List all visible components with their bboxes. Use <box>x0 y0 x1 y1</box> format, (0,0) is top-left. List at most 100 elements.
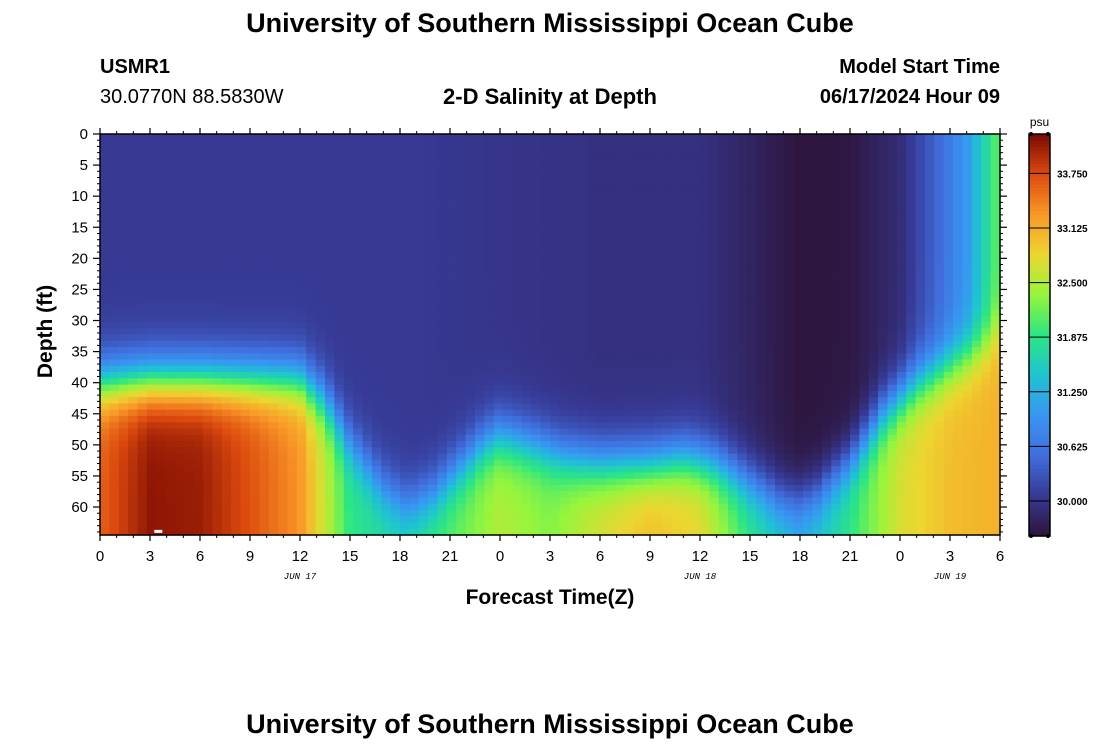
heatmap-cell <box>240 484 251 492</box>
heatmap-cell <box>165 321 176 329</box>
heatmap-cell <box>128 497 139 505</box>
heatmap-cell <box>484 309 495 317</box>
heatmap-cell <box>550 303 560 311</box>
heatmap-cell <box>137 315 148 323</box>
heatmap-cell <box>118 315 129 323</box>
heatmap-cell <box>521 296 532 304</box>
heatmap-cell <box>128 466 139 473</box>
heatmap-cell <box>418 284 429 292</box>
heatmap-cell <box>428 472 439 480</box>
heatmap-cell <box>756 372 767 379</box>
heatmap-cell <box>587 522 598 530</box>
heatmap-cell <box>700 190 710 198</box>
heatmap-cell <box>606 334 617 342</box>
heatmap-cell <box>475 202 485 210</box>
heatmap-cell <box>268 347 279 354</box>
heatmap-cell <box>334 359 345 367</box>
heatmap-cell <box>681 221 692 229</box>
heatmap-cell <box>700 215 710 223</box>
heatmap-cell <box>390 434 401 442</box>
heatmap-cell <box>634 397 645 405</box>
heatmap-cell <box>437 152 448 160</box>
heatmap-cell <box>728 434 739 442</box>
heatmap-cell <box>606 347 617 354</box>
heatmap-cell <box>596 309 607 317</box>
heatmap-cell <box>568 296 579 304</box>
heatmap-cell <box>212 152 223 160</box>
heatmap-cell <box>690 359 701 367</box>
heatmap-cell <box>756 177 767 185</box>
heatmap-cell <box>793 278 804 285</box>
heatmap-cell <box>718 202 729 210</box>
heatmap-cell <box>409 415 420 423</box>
heatmap-cell <box>165 284 176 292</box>
heatmap-cell <box>671 177 682 185</box>
heatmap-cell <box>100 415 110 423</box>
heatmap-cell <box>240 478 251 486</box>
heatmap-cell <box>437 303 448 311</box>
heatmap-cell <box>109 315 120 323</box>
heatmap-cell <box>165 328 176 336</box>
heatmap-cell <box>240 152 251 160</box>
heatmap-cell <box>156 441 167 448</box>
heatmap-cell <box>587 340 598 348</box>
heatmap-cell <box>203 246 214 254</box>
heatmap-cell <box>165 259 176 267</box>
heatmap-cell <box>165 372 176 379</box>
heatmap-cell <box>503 478 514 486</box>
heatmap-cell <box>521 265 532 273</box>
heatmap-cell <box>409 503 420 511</box>
heatmap-cell <box>475 503 485 511</box>
heatmap-cell <box>128 278 139 285</box>
heatmap-cell <box>540 321 551 329</box>
heatmap-cell <box>775 196 785 204</box>
heatmap-cell <box>231 184 242 191</box>
heatmap-cell <box>137 290 148 298</box>
heatmap-cell <box>540 503 551 511</box>
heatmap-cell <box>315 271 326 279</box>
heatmap-cell <box>606 403 617 411</box>
heatmap-cell <box>512 184 523 191</box>
heatmap-cell <box>653 491 664 499</box>
heatmap-cell <box>746 390 757 398</box>
heatmap-cell <box>615 221 626 229</box>
heatmap-cell <box>615 246 626 254</box>
heatmap-cell <box>793 359 804 367</box>
heatmap-cell <box>662 428 673 436</box>
heatmap-cell <box>259 347 270 354</box>
heatmap-cell <box>109 328 120 336</box>
heatmap-cell <box>681 403 692 411</box>
heatmap-cell <box>296 177 307 185</box>
heatmap-cell <box>606 428 617 436</box>
heatmap-cell <box>728 484 739 492</box>
heatmap-cell <box>118 134 129 141</box>
heatmap-cell <box>287 528 298 536</box>
heatmap-cell <box>728 390 739 398</box>
heatmap-cell <box>418 253 429 260</box>
heatmap-cell <box>175 522 185 530</box>
heatmap-cell <box>221 509 232 517</box>
heatmap-cell <box>578 522 589 530</box>
heatmap-cell <box>446 522 457 530</box>
heatmap-cell <box>700 497 710 505</box>
heatmap-cell <box>531 478 542 486</box>
heatmap-cell <box>765 315 776 323</box>
heatmap-cell <box>278 234 289 242</box>
heatmap-cell <box>381 278 392 285</box>
heatmap-cell <box>250 415 260 423</box>
heatmap-cell <box>568 422 579 430</box>
heatmap-cell <box>484 384 495 392</box>
heatmap-cell <box>343 303 354 311</box>
heatmap-cell <box>728 384 739 392</box>
heatmap-cell <box>137 321 148 329</box>
heatmap-cell <box>193 190 204 198</box>
heatmap-cell <box>325 271 335 279</box>
heatmap-cell <box>653 309 664 317</box>
heatmap-cell <box>653 415 664 423</box>
heatmap-cell <box>390 403 401 411</box>
heatmap-cell <box>409 177 420 185</box>
heatmap-cell <box>306 472 317 480</box>
heatmap-cell <box>118 434 129 442</box>
heatmap-cell <box>221 165 232 173</box>
heatmap-cell <box>493 378 504 386</box>
